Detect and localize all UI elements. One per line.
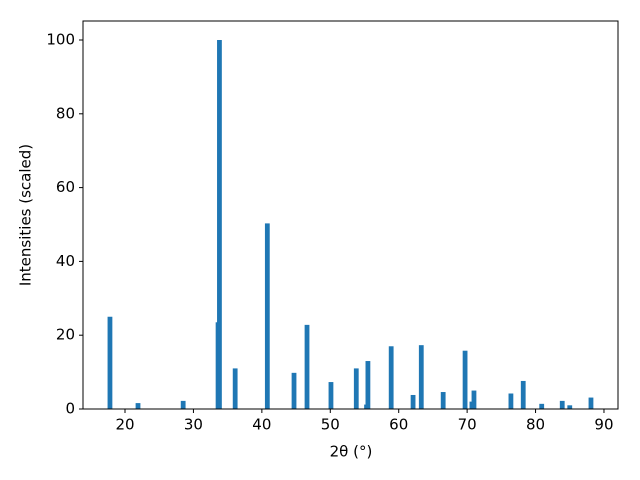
x-tick-label: 70	[458, 416, 477, 434]
bar	[353, 368, 359, 409]
bar	[508, 393, 514, 409]
bar	[471, 390, 477, 409]
bar	[107, 316, 113, 409]
bar	[410, 394, 416, 409]
y-tick-label: 40	[56, 252, 75, 270]
bar	[388, 346, 394, 409]
bar	[520, 380, 526, 409]
bar	[217, 40, 222, 410]
bar	[418, 345, 424, 409]
bar	[440, 392, 446, 409]
x-tick-label: 60	[389, 416, 408, 434]
x-tick-label: 50	[321, 416, 340, 434]
bar	[365, 361, 371, 409]
bar	[304, 324, 310, 409]
y-tick-label: 60	[56, 178, 75, 196]
bar	[588, 397, 594, 409]
x-tick-label: 20	[115, 416, 134, 434]
y-tick-label: 0	[65, 400, 75, 418]
y-tick-label: 20	[56, 326, 75, 344]
bar	[462, 350, 468, 409]
bar	[328, 382, 334, 409]
bar	[232, 368, 238, 409]
bar	[559, 400, 565, 409]
bar	[264, 223, 270, 409]
bar	[539, 403, 545, 409]
y-axis-label: Intensities (scaled)	[17, 144, 35, 286]
x-tick-label: 90	[594, 416, 613, 434]
bar	[135, 403, 141, 409]
x-tick-label: 40	[252, 416, 271, 434]
x-tick-label: 80	[526, 416, 545, 434]
bar	[291, 372, 297, 409]
x-tick-label: 30	[184, 416, 203, 434]
y-tick-label: 80	[56, 104, 75, 122]
x-axis-label: 2θ (°)	[330, 443, 373, 461]
bar	[567, 405, 573, 409]
plot-frame	[82, 20, 619, 410]
y-tick-label: 100	[46, 31, 75, 49]
bar	[180, 400, 186, 409]
